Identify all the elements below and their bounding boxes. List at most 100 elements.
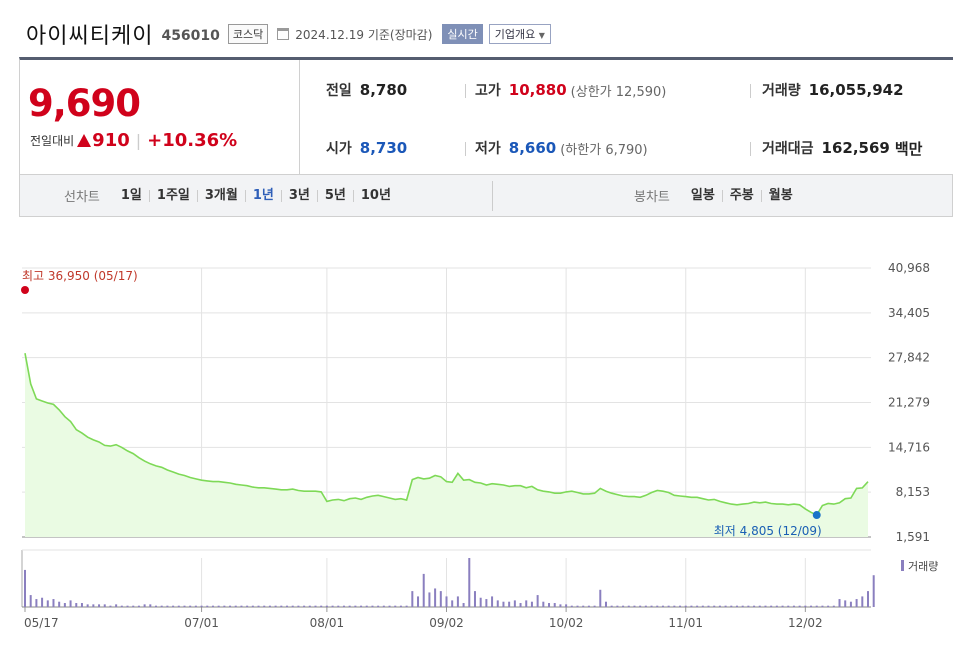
volume-bar bbox=[223, 605, 226, 607]
divider bbox=[492, 181, 493, 211]
y-tick-label: 40,968 bbox=[888, 261, 930, 275]
volume-bar bbox=[46, 600, 49, 607]
change-value: 910 bbox=[92, 130, 130, 151]
volume-bar bbox=[308, 605, 311, 607]
candle-weekly[interactable]: 주봉 bbox=[723, 189, 762, 202]
volume-bar bbox=[280, 605, 283, 607]
volume-bar bbox=[644, 605, 647, 607]
volume-bar bbox=[821, 605, 824, 607]
y-tick-label: 14,716 bbox=[888, 440, 930, 454]
current-price: 9,690 bbox=[28, 82, 141, 125]
candle-daily[interactable]: 일봉 bbox=[684, 189, 723, 202]
quote-date: 2024.12.19 기준(장마감) bbox=[295, 27, 433, 42]
company-overview-dropdown[interactable]: 기업개요 ▼ bbox=[488, 24, 551, 44]
max-point bbox=[21, 286, 29, 294]
volume-bar bbox=[445, 596, 448, 607]
volume-bar bbox=[804, 605, 807, 607]
line-chart-periods: 선차트 1일 1주일 3개월 1년 3년 5년 10년 bbox=[64, 175, 398, 216]
volume-bar bbox=[525, 600, 528, 607]
volume-bar bbox=[29, 595, 32, 607]
period-1y[interactable]: 1년 bbox=[246, 189, 282, 202]
change-row: 전일대비 910 | +10.36% bbox=[30, 130, 237, 151]
volume-bar bbox=[485, 599, 488, 607]
volume-bar bbox=[679, 605, 682, 607]
volume-bar bbox=[109, 605, 112, 607]
volume-bar bbox=[137, 605, 140, 607]
volume-bar bbox=[115, 604, 118, 607]
market-badge: 코스닥 bbox=[227, 24, 269, 44]
volume-bar bbox=[542, 601, 545, 607]
volume-bar bbox=[286, 605, 289, 607]
volume-bar bbox=[194, 605, 197, 607]
volume-bar bbox=[411, 591, 414, 607]
price-line bbox=[24, 353, 869, 517]
volume-bar bbox=[747, 605, 750, 607]
volume-bar bbox=[320, 605, 323, 607]
volume-bar bbox=[69, 600, 72, 607]
volume-bar bbox=[268, 605, 271, 607]
volume-bar bbox=[257, 605, 260, 607]
volume-bar bbox=[599, 589, 602, 607]
period-1d[interactable]: 1일 bbox=[114, 189, 150, 202]
quote-summary: 9,690 전일대비 910 | +10.36% 전일 8,780 고가 10,88… bbox=[19, 57, 953, 175]
volume-bar bbox=[792, 605, 795, 607]
period-1w[interactable]: 1주일 bbox=[150, 189, 198, 202]
volume-bar bbox=[41, 597, 44, 607]
volume-legend-swatch bbox=[901, 560, 904, 571]
volume-bar bbox=[673, 605, 676, 607]
x-tick-label: 05/17 bbox=[24, 616, 59, 630]
period-10y[interactable]: 10년 bbox=[360, 187, 391, 203]
trading-amount: 거래대금 162,569 백만 bbox=[762, 139, 923, 158]
volume-bar bbox=[98, 604, 101, 607]
volume-bar bbox=[513, 600, 516, 607]
volume-bar bbox=[832, 605, 835, 607]
volume-bar bbox=[166, 605, 169, 607]
volume-bar bbox=[456, 596, 459, 607]
volume-bar bbox=[143, 604, 146, 607]
calendar-icon bbox=[277, 28, 290, 40]
volume-bar bbox=[604, 601, 607, 607]
period-3y[interactable]: 3년 bbox=[282, 189, 318, 202]
period-5y[interactable]: 5년 bbox=[318, 189, 354, 202]
chevron-down-icon: ▼ bbox=[538, 31, 545, 40]
stock-name: 아이씨티케이 bbox=[26, 24, 154, 49]
volume-bar bbox=[462, 603, 465, 607]
stock-code: 456010 bbox=[161, 27, 220, 44]
y-tick-label: 21,279 bbox=[888, 396, 930, 410]
volume-bar bbox=[417, 596, 420, 607]
volume-bar bbox=[80, 603, 83, 607]
volume-bar bbox=[861, 596, 864, 607]
volume-bar bbox=[770, 605, 773, 607]
volume-bar bbox=[103, 604, 106, 607]
volume-bar bbox=[661, 605, 664, 607]
volume-bar bbox=[707, 605, 710, 607]
volume-bar bbox=[354, 605, 357, 607]
volume-bar bbox=[297, 605, 300, 607]
volume-bar bbox=[849, 601, 852, 607]
low-price: 저가 8,660 (하한가 6,790) bbox=[475, 139, 648, 158]
volume-bar bbox=[172, 605, 175, 607]
volume-bar bbox=[724, 605, 727, 607]
volume-bar bbox=[394, 605, 397, 607]
prev-close: 전일 8,780 bbox=[326, 81, 408, 99]
volume-bar bbox=[696, 605, 699, 607]
volume-bar bbox=[234, 605, 237, 607]
period-3m[interactable]: 3개월 bbox=[198, 189, 246, 202]
volume-bar bbox=[473, 591, 476, 607]
volume-bar bbox=[331, 605, 334, 607]
volume-bar bbox=[314, 605, 317, 607]
max-annotation: 최고 36,950 (05/17) bbox=[22, 269, 138, 283]
volume-bar bbox=[764, 605, 767, 607]
candle-monthly[interactable]: 월봉 bbox=[768, 187, 793, 203]
realtime-button[interactable]: 실시간 bbox=[442, 24, 483, 44]
volume-bar bbox=[496, 600, 499, 607]
volume-bar bbox=[815, 605, 818, 607]
volume-bar bbox=[132, 605, 135, 607]
x-tick-label: 10/02 bbox=[549, 616, 584, 630]
volume-bar bbox=[656, 605, 659, 607]
volume-bar bbox=[337, 605, 340, 607]
min-annotation: 최저 4,805 (12/09) bbox=[714, 524, 822, 538]
volume-bar bbox=[844, 600, 847, 607]
volume-bar bbox=[86, 604, 89, 607]
y-tick-label: 27,842 bbox=[888, 351, 930, 365]
